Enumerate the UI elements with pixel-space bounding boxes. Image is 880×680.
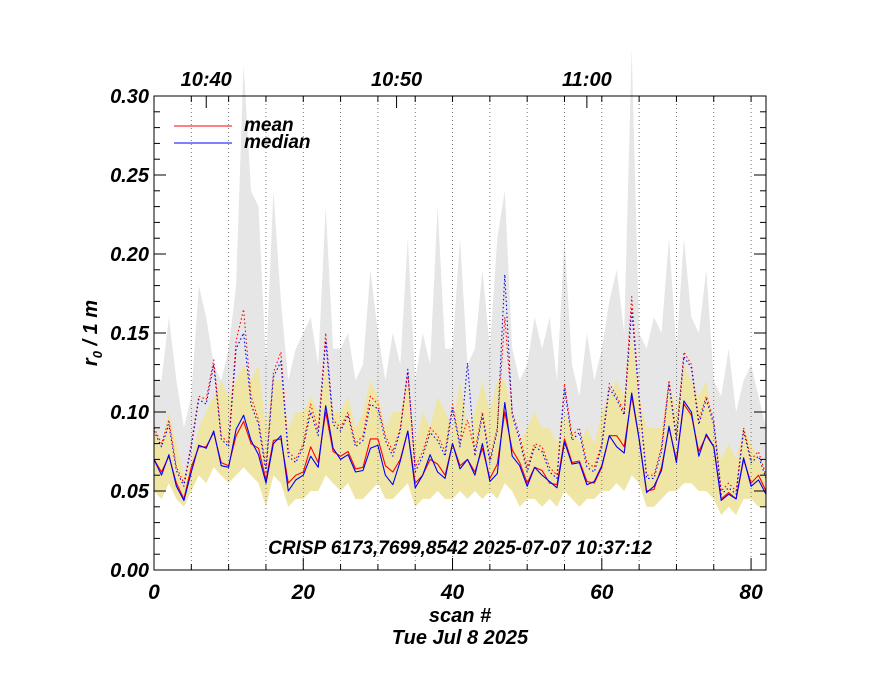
chart-annotation: CRISP 6173,7699,8542 2025-07-07 10:37:12 bbox=[268, 538, 652, 559]
x-tick-labels: 0 20 40 60 80 bbox=[148, 581, 763, 604]
y-tick-label: 0.05 bbox=[110, 481, 150, 503]
axis-ticks bbox=[153, 95, 766, 571]
y-axis-label: r0 / 1 m bbox=[80, 300, 105, 366]
y-axis-label-rest: / 1 m bbox=[80, 300, 102, 351]
top-time-label: 10:40 bbox=[181, 69, 232, 91]
y-tick-label: 0.00 bbox=[110, 560, 149, 582]
top-time-label: 10:50 bbox=[371, 69, 422, 91]
x-tick-label: 0 bbox=[148, 581, 160, 604]
y-tick-label: 0.25 bbox=[110, 165, 150, 187]
y-tick-label: 0.15 bbox=[110, 323, 150, 345]
y-tick-label: 0.30 bbox=[110, 86, 149, 108]
y-tick-label: 0.20 bbox=[110, 244, 149, 266]
legend-label-mean: mean bbox=[244, 115, 294, 136]
series-lines bbox=[153, 273, 767, 502]
legend-label-median: median bbox=[244, 132, 311, 153]
x-tick-label: 20 bbox=[291, 581, 316, 604]
series-line-median-solid bbox=[153, 392, 767, 502]
y-tick-label: 0.10 bbox=[110, 402, 149, 424]
series-line-dotted-dotted bbox=[153, 273, 767, 495]
y-axis-label-sub: 0 bbox=[90, 350, 105, 358]
top-time-label: 11:00 bbox=[562, 69, 612, 91]
top-time-labels: 10:40 10:50 11:00 bbox=[181, 69, 612, 91]
quartile-spread-band bbox=[154, 333, 766, 515]
legend: mean median bbox=[174, 115, 311, 153]
x-axis-label: scan # bbox=[429, 605, 492, 627]
y-axis-label-main: r bbox=[80, 357, 102, 366]
spread-bands bbox=[154, 48, 766, 515]
date-label: Tue Jul 8 2025 bbox=[392, 627, 529, 649]
x-tick-label: 60 bbox=[590, 581, 614, 604]
y-tick-labels: 0.00 0.05 0.10 0.15 0.20 0.25 0.30 bbox=[110, 86, 150, 582]
scan-grid-lines bbox=[190, 96, 752, 570]
x-tick-label: 80 bbox=[739, 581, 763, 604]
x-tick-label: 40 bbox=[440, 581, 465, 604]
